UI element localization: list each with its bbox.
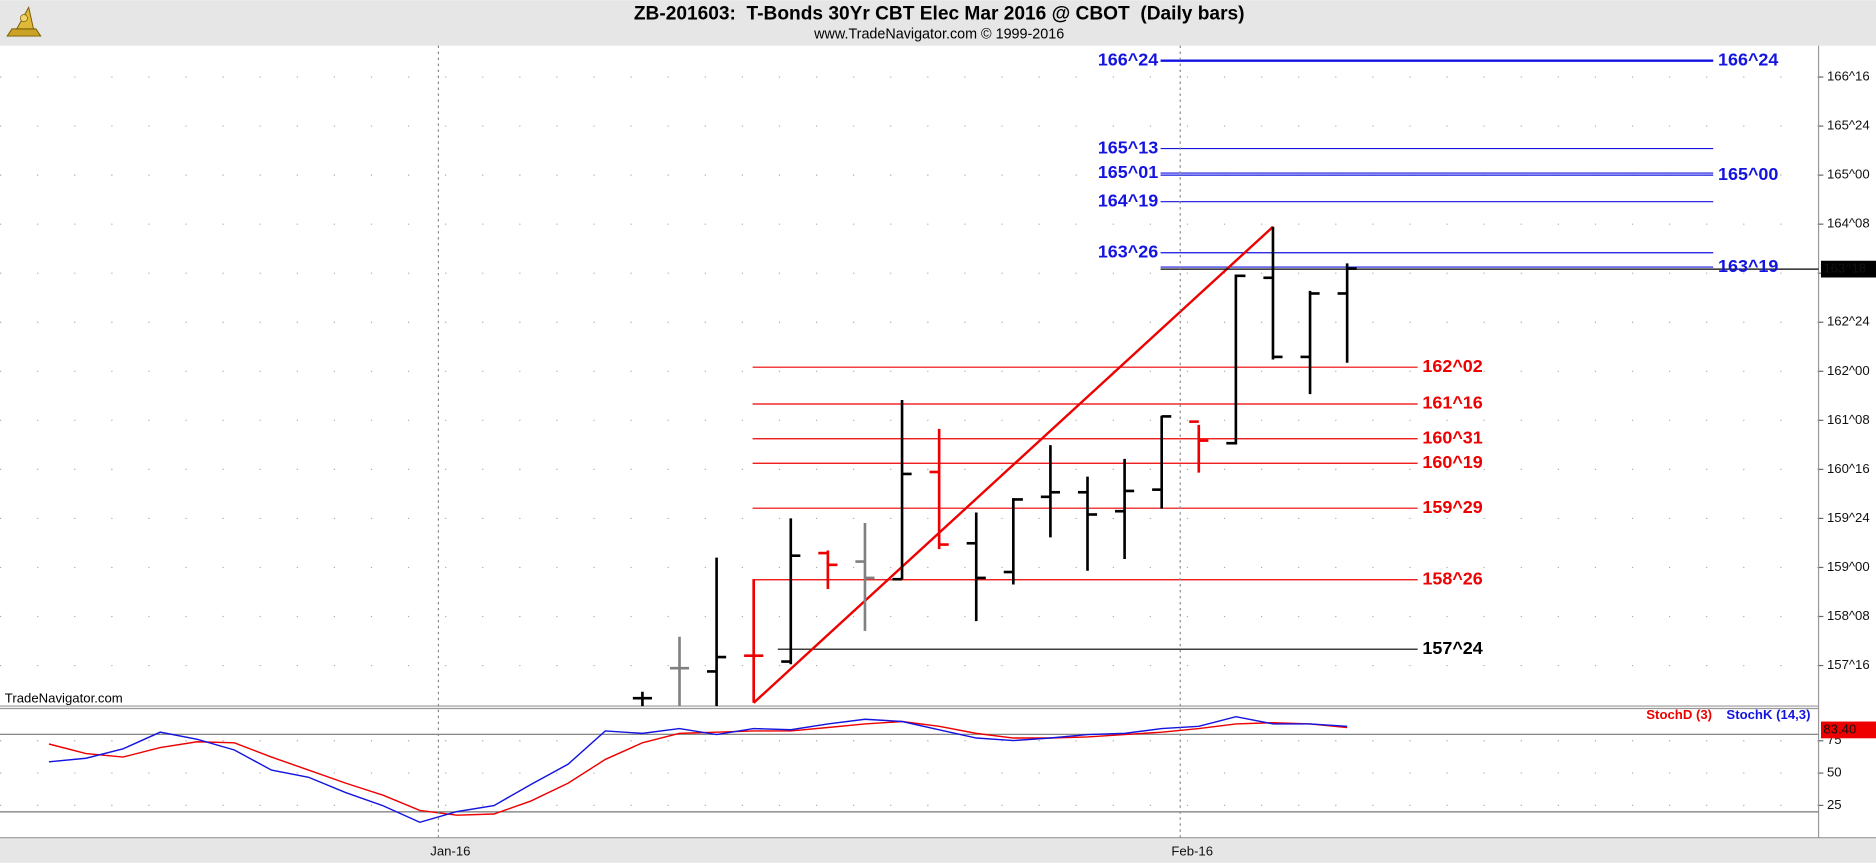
level-label: 166^24 (1718, 49, 1778, 69)
level-label: 157^24 (1422, 638, 1482, 658)
level-label: 160^31 (1422, 427, 1482, 447)
stoch-line (48, 715, 1348, 824)
x-tick-label: Jan-16 (430, 844, 470, 859)
chart-subtitle: www.TradeNavigator.com © 1999-2016 (813, 27, 1064, 43)
y-tick-label: 165^00 (1827, 167, 1870, 182)
y-tick-label: 164^08 (1827, 216, 1870, 231)
last-value-box (1820, 721, 1876, 739)
price-panel (0, 59, 1819, 707)
y-tick-label: 162^24 (1827, 314, 1870, 329)
level-label: 158^26 (1422, 568, 1482, 588)
x-tick-label: Feb-16 (1171, 844, 1213, 859)
last-price-label: 163^18 (1823, 261, 1866, 276)
y-tick-label: 25 (1827, 797, 1842, 812)
y-tick-label: 165^24 (1827, 118, 1870, 133)
watermark: TradeNavigator.com (5, 690, 123, 705)
header-band (0, 0, 1876, 46)
y-tick-label: 162^00 (1827, 363, 1870, 378)
y-tick-label: 159^00 (1827, 559, 1870, 574)
last-value-label: 83.40 (1823, 721, 1856, 736)
logo (6, 6, 42, 37)
y-tick-label: 166^16 (1827, 69, 1870, 84)
y-tick-label: 160^16 (1827, 461, 1870, 476)
axes: 157^16 158^08 159^00 159^24 160^16 161^08 162^… (430, 45, 1876, 859)
level-label: 163^19 (1718, 256, 1778, 276)
y-tick-label: 159^24 (1827, 510, 1870, 525)
level-label: 160^19 (1422, 452, 1482, 472)
y-tick-label: 50 (1827, 765, 1842, 780)
legend-label: StochD (3) (1646, 707, 1712, 722)
level-label: 164^19 (1098, 190, 1158, 210)
trend-line (752, 225, 1274, 704)
last-price-box (1820, 260, 1876, 278)
chart-title: ZB-201603: T-Bonds 30Yr CBT Elec Mar 201… (634, 4, 1245, 25)
level-label: 159^29 (1422, 497, 1482, 517)
y-tick-label: 157^16 (1827, 657, 1870, 672)
stoch-panel (0, 715, 1819, 824)
level-label: 165^01 (1098, 162, 1158, 182)
level-label: 161^16 (1422, 393, 1482, 413)
level-label: 166^24 (1098, 49, 1158, 69)
level-label: 165^00 (1718, 164, 1778, 184)
stoch-line (48, 720, 1348, 816)
y-tick-label: 158^08 (1827, 608, 1870, 623)
legend-label: StochK (14,3) (1726, 707, 1810, 722)
level-label: 165^13 (1098, 137, 1158, 157)
level-label: 162^02 (1422, 356, 1482, 376)
level-label: 163^26 (1098, 242, 1158, 262)
y-tick-label: 161^08 (1827, 412, 1870, 427)
x-axis-band (0, 837, 1876, 863)
